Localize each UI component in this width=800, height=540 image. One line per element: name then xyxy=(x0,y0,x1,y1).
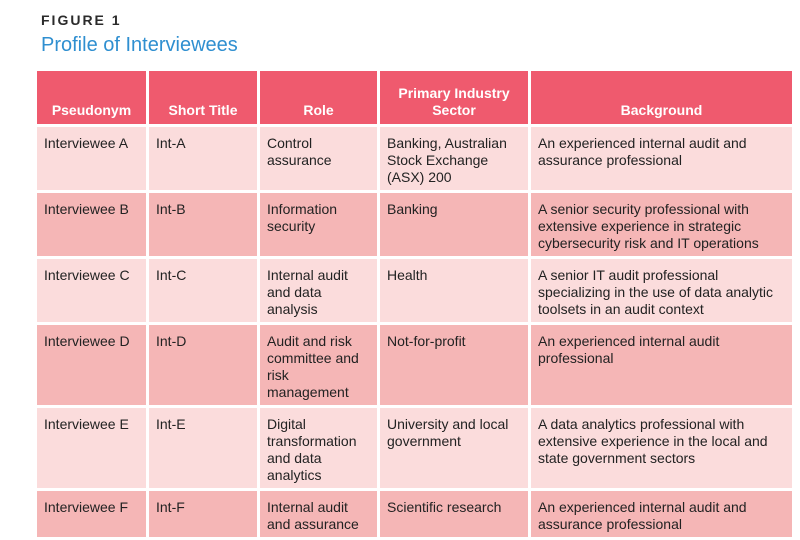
cell-background: An experienced internal audit and assura… xyxy=(531,491,792,540)
cell-role: Information security xyxy=(260,193,377,259)
cell-short-title: Int-D xyxy=(149,325,257,408)
cell-short-title: Int-C xyxy=(149,259,257,325)
table-row: Interviewee C Int-C Internal audit and d… xyxy=(37,259,792,325)
header-role: Role xyxy=(260,71,377,127)
cell-sector: University and local government xyxy=(380,408,528,491)
cell-role: Internal audit and data analysis xyxy=(260,259,377,325)
cell-sector: Not-for-profit xyxy=(380,325,528,408)
cell-pseudonym: Interviewee F xyxy=(37,491,146,540)
cell-sector: Health xyxy=(380,259,528,325)
cell-short-title: Int-B xyxy=(149,193,257,259)
cell-role: Internal audit and assurance xyxy=(260,491,377,540)
cell-short-title: Int-F xyxy=(149,491,257,540)
table-row: Interviewee D Int-D Audit and risk commi… xyxy=(37,325,792,408)
table-row: Interviewee B Int-B Information security… xyxy=(37,193,792,259)
cell-background: A senior security professional with exte… xyxy=(531,193,792,259)
table-header-row: Pseudonym Short Title Role Primary Indus… xyxy=(37,71,792,127)
cell-sector: Scientific research xyxy=(380,491,528,540)
cell-pseudonym: Interviewee B xyxy=(37,193,146,259)
cell-short-title: Int-A xyxy=(149,127,257,193)
cell-role: Digital transformation and data analytic… xyxy=(260,408,377,491)
header-short-title: Short Title xyxy=(149,71,257,127)
cell-pseudonym: Interviewee D xyxy=(37,325,146,408)
header-pseudonym: Pseudonym xyxy=(37,71,146,127)
figure-label: FIGURE 1 xyxy=(41,12,122,28)
cell-background: A senior IT audit professional specializ… xyxy=(531,259,792,325)
table-row: Interviewee F Int-F Internal audit and a… xyxy=(37,491,792,540)
cell-sector: Banking xyxy=(380,193,528,259)
cell-background: An experienced internal audit profession… xyxy=(531,325,792,408)
cell-role: Control assurance xyxy=(260,127,377,193)
figure-title: Profile of Interviewees xyxy=(41,34,238,56)
cell-role: Audit and risk committee and risk manage… xyxy=(260,325,377,408)
cell-pseudonym: Interviewee A xyxy=(37,127,146,193)
header-background: Background xyxy=(531,71,792,127)
cell-short-title: Int-E xyxy=(149,408,257,491)
cell-pseudonym: Interviewee C xyxy=(37,259,146,325)
table-row: Interviewee A Int-A Control assurance Ba… xyxy=(37,127,792,193)
cell-background: An experienced internal audit and assura… xyxy=(531,127,792,193)
interviewee-profile-table: Pseudonym Short Title Role Primary Indus… xyxy=(34,71,795,540)
cell-background: A data analytics professional with exten… xyxy=(531,408,792,491)
cell-pseudonym: Interviewee E xyxy=(37,408,146,491)
header-primary-industry-sector: Primary Industry Sector xyxy=(380,71,528,127)
table-row: Interviewee E Int-E Digital transformati… xyxy=(37,408,792,491)
cell-sector: Banking, Australian Stock Exchange (ASX)… xyxy=(380,127,528,193)
